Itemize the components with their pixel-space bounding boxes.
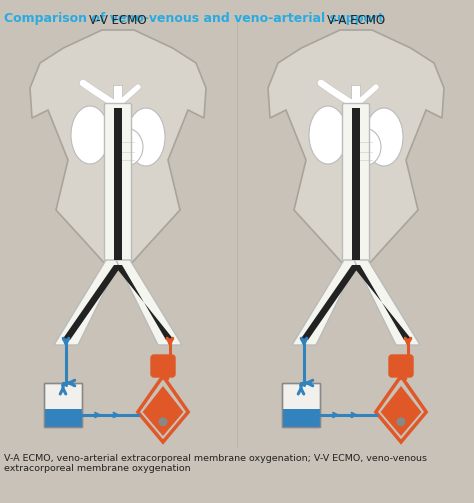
Bar <box>282 383 320 427</box>
Ellipse shape <box>309 106 347 164</box>
Ellipse shape <box>109 128 143 166</box>
Polygon shape <box>268 30 444 270</box>
FancyBboxPatch shape <box>389 355 413 377</box>
Bar <box>352 108 360 260</box>
Ellipse shape <box>71 106 109 164</box>
Polygon shape <box>114 265 174 340</box>
Bar <box>44 409 82 427</box>
Polygon shape <box>54 260 120 345</box>
Text: Comparison of veno-venous and veno-arterial support: Comparison of veno-venous and veno-arter… <box>4 12 384 25</box>
Polygon shape <box>300 265 360 340</box>
Polygon shape <box>62 265 122 340</box>
Circle shape <box>396 417 405 426</box>
Bar <box>282 409 320 427</box>
FancyBboxPatch shape <box>151 355 175 377</box>
Circle shape <box>158 417 167 426</box>
Ellipse shape <box>347 128 381 166</box>
Bar <box>44 383 82 427</box>
Bar <box>44 383 82 427</box>
FancyBboxPatch shape <box>343 104 370 262</box>
Polygon shape <box>352 265 412 340</box>
Polygon shape <box>292 260 358 345</box>
Polygon shape <box>354 260 420 345</box>
Bar <box>114 108 122 260</box>
FancyBboxPatch shape <box>104 104 131 262</box>
Text: V-A ECMO: V-A ECMO <box>327 14 385 27</box>
Ellipse shape <box>365 108 403 166</box>
Polygon shape <box>143 386 183 436</box>
Bar <box>282 383 320 427</box>
Text: V-V ECMO: V-V ECMO <box>89 14 147 27</box>
Polygon shape <box>30 30 206 270</box>
Text: V-A ECMO, veno-arterial extracorporeal membrane oxygenation; V-V ECMO, veno-veno: V-A ECMO, veno-arterial extracorporeal m… <box>4 454 427 473</box>
Polygon shape <box>381 386 421 436</box>
Polygon shape <box>116 260 182 345</box>
Ellipse shape <box>127 108 165 166</box>
